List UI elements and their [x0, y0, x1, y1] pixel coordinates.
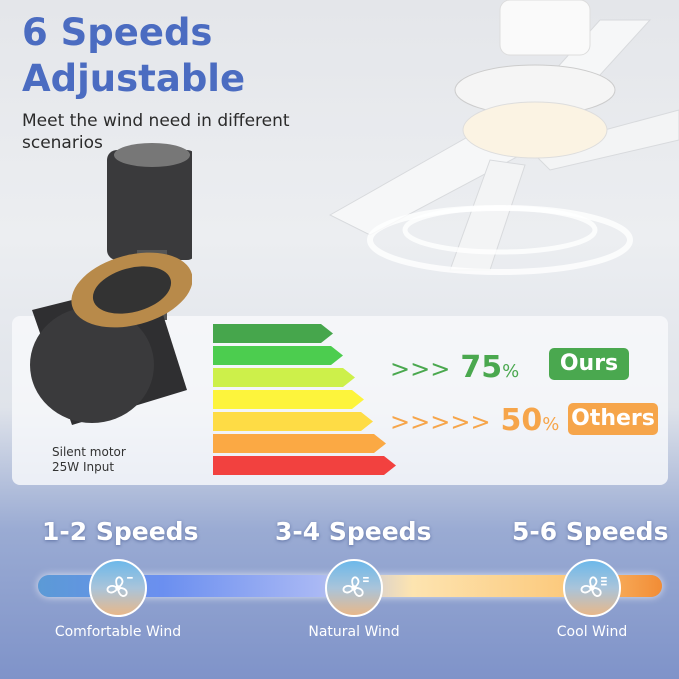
others-arrows: >>>>>: [390, 408, 491, 436]
efficiency-bar-7: [213, 456, 396, 475]
efficiency-bar-2: [213, 346, 343, 365]
ours-badge: Ours: [549, 348, 629, 380]
ceiling-fan-image: [328, 0, 679, 275]
speed-label-1: 1-2 Speeds: [42, 517, 199, 546]
wind-label-3: Cool Wind: [556, 624, 628, 640]
efficiency-bar-3: [213, 368, 355, 387]
efficiency-bar-6: [213, 434, 386, 453]
speed-label-2: 3-4 Speeds: [275, 517, 432, 546]
others-rating: >>>>> 50%: [390, 403, 559, 438]
efficiency-bar-5: [213, 412, 373, 431]
efficiency-bar-4: [213, 390, 364, 409]
wind-label-1: Comfortable Wind: [54, 624, 182, 640]
motor-caption-line1: Silent motor: [52, 445, 126, 459]
headline-line2: Adjustable: [22, 57, 246, 100]
others-badge: Others: [568, 403, 658, 435]
fan-high-icon: [563, 559, 621, 617]
speed-label-3: 5-6 Speeds: [512, 517, 669, 546]
headline-line1: 6 Speeds: [22, 11, 213, 54]
others-value: 50: [500, 403, 543, 438]
efficiency-bar-1: [213, 324, 333, 343]
ours-unit: %: [502, 361, 520, 382]
fan-low-icon: [89, 559, 147, 617]
ours-rating: >>> 75%: [390, 350, 519, 385]
motor-image: [30, 143, 192, 425]
ours-arrows: >>>: [390, 355, 451, 383]
wind-label-2: Natural Wind: [308, 624, 400, 640]
subtitle: Meet the wind need in different scenario…: [22, 111, 290, 153]
others-unit: %: [542, 414, 560, 435]
ours-value: 75: [460, 350, 503, 385]
fan-medium-icon: [325, 559, 383, 617]
motor-caption-line2: 25W Input: [52, 460, 115, 474]
